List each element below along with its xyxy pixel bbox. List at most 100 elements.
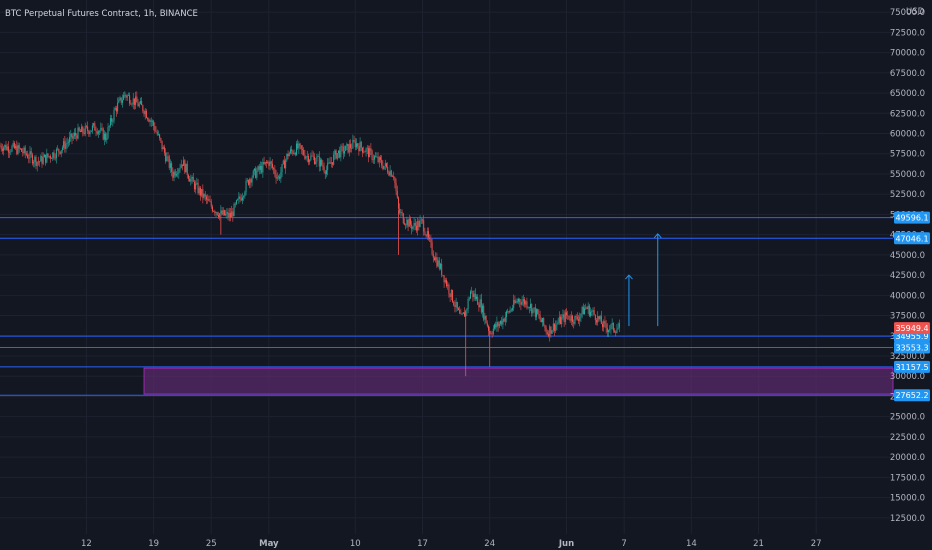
candle-body <box>353 140 355 142</box>
candle-body <box>574 315 576 324</box>
candle-body <box>367 148 369 158</box>
candle-body <box>555 324 557 331</box>
level-price-label: 33553.3 <box>895 343 928 352</box>
candle-body <box>210 201 212 207</box>
candle-body <box>53 152 55 158</box>
candle-body <box>54 157 56 159</box>
candle-body <box>244 192 246 197</box>
candle-body <box>359 141 361 152</box>
candle-body <box>391 176 393 177</box>
candle-body <box>372 159 374 161</box>
candle-body <box>490 332 492 334</box>
candle-body <box>409 218 411 225</box>
candle-body <box>354 141 356 148</box>
candle-body <box>264 161 266 164</box>
candle-body <box>584 308 586 315</box>
candle-body <box>510 309 512 311</box>
candle-body <box>476 296 478 299</box>
candle-body <box>281 164 283 173</box>
y-tick-label: 12500.0 <box>890 514 925 524</box>
candle-body <box>333 154 335 165</box>
candle-body <box>411 224 413 230</box>
level-price-label-bg <box>894 389 930 402</box>
candle-body <box>425 234 427 237</box>
candle-body <box>285 160 287 169</box>
candle-body <box>175 174 177 176</box>
candle-body <box>384 163 386 167</box>
candle-body <box>446 279 447 287</box>
candle-body <box>566 312 568 316</box>
candle-body <box>456 301 458 309</box>
candle-body <box>201 189 203 196</box>
support-zone[interactable] <box>143 367 894 395</box>
candle-body <box>379 157 381 160</box>
candle-body <box>557 322 559 324</box>
candle-body <box>436 257 438 267</box>
candle-body <box>525 301 527 305</box>
candle-body <box>280 172 282 179</box>
candle-body <box>227 212 229 218</box>
candle-body <box>202 189 204 198</box>
candle-body <box>447 284 449 287</box>
candle-body <box>313 156 315 164</box>
candle-body <box>95 130 97 132</box>
candle-body <box>275 174 277 179</box>
candle-body <box>540 319 542 323</box>
level-price-label: 47046.1 <box>895 234 928 243</box>
candle-body <box>602 323 604 328</box>
candle-body <box>279 176 281 179</box>
candle-body <box>430 238 432 243</box>
candle-body <box>444 279 446 283</box>
projection-arrows[interactable] <box>625 233 662 327</box>
candle-body <box>41 156 43 164</box>
candle-body <box>415 225 417 231</box>
candle-body <box>145 110 147 118</box>
candle-body <box>33 162 35 164</box>
candle-body <box>611 322 613 325</box>
candle-body <box>408 218 410 227</box>
candle-body <box>530 304 532 309</box>
candle-body <box>191 176 193 179</box>
candle-body <box>304 154 306 159</box>
candle-body <box>345 145 347 152</box>
candle-body <box>72 136 74 139</box>
candle-body <box>120 97 122 104</box>
candle-body <box>606 328 608 333</box>
candle-body <box>396 191 398 198</box>
x-tick-label: 14 <box>686 539 697 549</box>
candle-body <box>376 156 378 158</box>
candle-body <box>455 301 457 307</box>
candle-body <box>587 305 589 309</box>
candle-body <box>27 154 29 158</box>
candle-body <box>549 326 551 337</box>
chart-title: BTC Perpetual Futures Contract, 1h, BINA… <box>5 9 198 19</box>
candle-body <box>394 177 396 183</box>
support-zone-rect[interactable] <box>143 367 894 395</box>
candle-body <box>316 156 318 162</box>
candle-body <box>269 161 271 166</box>
candle-body <box>412 226 414 230</box>
candle-body <box>90 130 92 132</box>
candle-body <box>545 327 547 333</box>
candle-body <box>252 170 254 178</box>
candle-body <box>265 161 267 163</box>
candle-body <box>365 148 367 152</box>
candle-body <box>351 148 353 149</box>
candle-body <box>161 140 163 150</box>
candle-body <box>360 141 362 148</box>
candle-body <box>115 107 117 112</box>
candle-body <box>168 156 170 168</box>
time-axis[interactable]: 12 19 25 May 10 17 24 Jun 7 14 21 27 <box>81 539 822 549</box>
candle-body <box>273 167 275 170</box>
candle-body <box>461 313 463 315</box>
candle-body <box>348 144 350 153</box>
candle-body <box>406 219 408 225</box>
candle-body <box>73 132 75 137</box>
candle-body <box>22 151 24 153</box>
candle-body <box>551 330 553 334</box>
candle-body <box>373 156 375 160</box>
candle-body <box>515 301 517 303</box>
horizontal-levels[interactable] <box>0 217 893 396</box>
